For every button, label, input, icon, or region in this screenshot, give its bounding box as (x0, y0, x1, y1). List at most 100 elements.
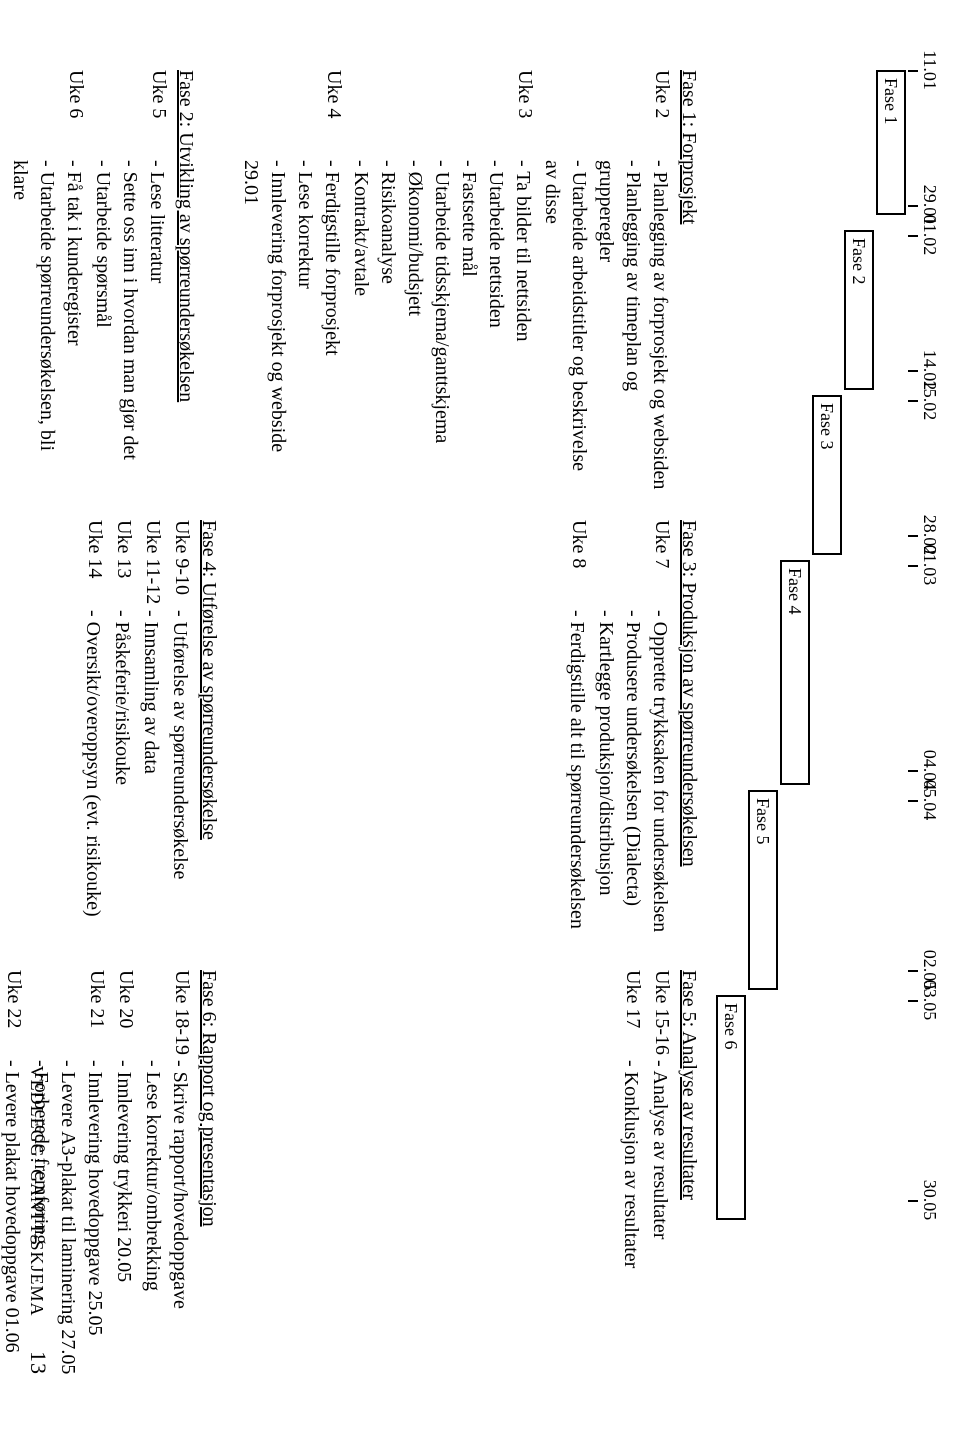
task-item: - Få tak i kunderegister (60, 160, 87, 490)
phase-bar: Fase 3 (812, 395, 842, 555)
date-tick (908, 565, 918, 567)
week-label: Uke 9-10 (166, 520, 193, 610)
task-item: - Utarbeide spørsmål (89, 160, 116, 490)
week-label: Uke 6 (6, 70, 87, 160)
phase-block: Fase 3: Produksjon av spørreundersøkelse… (563, 520, 700, 940)
date-tick (908, 70, 918, 72)
gantt-track: Fase 1Fase 2Fase 3Fase 4Fase 5Fase 6 (706, 70, 906, 1370)
date-label: 03.05 (919, 980, 940, 1021)
task-list: - Utførelse av spørreundersøkelse (166, 610, 193, 940)
task-list: - Innlevering trykkeri 20.05 (110, 1060, 137, 1390)
task-item: - Ferdigstille alt til spørreundersøkels… (563, 610, 590, 940)
date-label: 11.01 (919, 50, 940, 90)
date-tick (908, 970, 918, 972)
week-row: Uke 9-10- Utførelse av spørreundersøkels… (166, 520, 193, 940)
task-item: - Utarbeide nettsiden (482, 160, 509, 490)
phase-bar: Fase 5 (748, 790, 778, 990)
phase-details: Fase 1: ForprosjektUke 2- Planlegging av… (0, 70, 700, 1390)
task-item: - Innlevering hovedoppgave 25.05 (81, 1060, 108, 1390)
task-list: - Levere plakat hovedoppgave 01.06- Munt… (0, 1060, 25, 1390)
task-list: - Opprette trykksaken for undersøkelsen-… (592, 610, 673, 940)
task-item: - Påskeferie/risikouke (108, 610, 135, 940)
week-label: Uke 18-19 (139, 970, 193, 1060)
date-tick (908, 400, 918, 402)
task-item: - Innlevering forprosjekt og webside 29.… (237, 160, 291, 490)
task-list: - Konklusjon av resultater (617, 1060, 644, 1390)
week-label: Uke 8 (563, 520, 590, 610)
task-item: - Planlegging av forprosjekt og websiden (646, 160, 673, 490)
phase-block: Fase 2: Utvikling av spørreundersøkelsen… (6, 70, 197, 490)
task-item: - Konklusjon av resultater (617, 1060, 644, 1390)
week-row: Uke 17- Konklusjon av resultater (617, 970, 644, 1390)
task-item: - Levere A3-plakat til laminering 27.05 (54, 1060, 81, 1390)
week-label: Uke 14 (79, 520, 106, 610)
week-row: Uke 20- Innlevering trykkeri 20.05 (110, 970, 137, 1390)
task-list: - Lese litteratur- Sette oss inn i hvord… (89, 160, 170, 490)
task-item: - Risikoanalyse (374, 160, 401, 490)
phase-title: Fase 5: Analyse av resultater (677, 970, 700, 1390)
week-row: Uke 18-19- Skrive rapport/hovedoppgave- … (139, 970, 193, 1390)
week-row: Uke 7- Opprette trykksaken for undersøke… (592, 520, 673, 940)
task-item: - Opprette trykksaken for undersøkelsen (646, 610, 673, 940)
date-label: 01.03 (919, 545, 940, 586)
task-item: - Planlegging av timeplan og grupperegle… (592, 160, 646, 490)
week-label: Uke 11-12 (137, 520, 164, 610)
date-row: 11.0129.0101.0214.0215.0228.0201.0304.04… (910, 70, 940, 1370)
task-list: - Planlegging av forprosjekt og websiden… (538, 160, 673, 490)
week-row: Uke 15-16- Analyse av resultater (646, 970, 673, 1390)
task-item: - Ta bilder til nettsiden (509, 160, 536, 490)
date-label: 30.05 (919, 1180, 940, 1221)
week-label: Uke 13 (108, 520, 135, 610)
date-tick (908, 800, 918, 802)
task-list: - Ferdigstille forprosjekt- Lese korrekt… (237, 160, 345, 490)
phase-bar: Fase 6 (716, 995, 746, 1220)
task-item: - Produsere undersøkelsen (Dialecta) (619, 610, 646, 940)
date-tick (908, 770, 918, 772)
phase-block: Fase 1: ForprosjektUke 2- Planlegging av… (237, 70, 700, 490)
column-3: Fase 5: Analyse av resultaterUke 15-16- … (0, 970, 700, 1390)
week-label: Uke 21 (27, 970, 108, 1060)
date-tick (908, 235, 918, 237)
date-label: 01.02 (919, 215, 940, 256)
week-label: Uke 20 (110, 970, 137, 1060)
week-label: Uke 7 (592, 520, 673, 610)
task-item: - Utarbeide tidsskjema/ganttskjema (428, 160, 455, 490)
page-rotated: 11.0129.0101.0214.0215.0228.0201.0304.04… (0, 0, 960, 1445)
week-row: Uke 2- Planlegging av forprosjekt og web… (538, 70, 673, 490)
task-item: - Levere plakat hovedoppgave 01.06 (0, 1060, 25, 1390)
phase-block: Fase 4: Utførelse av spørreundersøkelseU… (77, 520, 220, 940)
column-1: Fase 1: ForprosjektUke 2- Planlegging av… (0, 70, 700, 490)
gantt-timeline: 11.0129.0101.0214.0215.0228.0201.0304.04… (706, 70, 940, 1370)
task-list: - Få tak i kunderegister- Utarbeide spør… (6, 160, 87, 490)
week-row: Uke 4- Ferdigstille forprosjekt- Lese ko… (237, 70, 345, 490)
week-row: Uke 22- Levere plakat hovedoppgave 01.06… (0, 970, 25, 1390)
phase-title: Fase 3: Produksjon av spørreundersøkelse… (677, 520, 700, 940)
task-item: - Innsamling av data (137, 610, 164, 940)
page-footer: VEDLEGG: GANTT-SKJEMA 13 (25, 1066, 51, 1375)
task-item: - Lese korrektur/ombrekking (139, 1060, 166, 1390)
task-list: - Påskeferie/risikouke (108, 610, 135, 940)
task-item: - Skrive rapport/hovedoppgave (166, 1060, 193, 1390)
task-list: - Innsamling av data (137, 610, 164, 940)
phase-bar: Fase 2 (844, 230, 874, 390)
week-row: Uke 11-12- Innsamling av data (137, 520, 164, 940)
phase-bar: Fase 1 (876, 70, 906, 215)
week-label: Uke 4 (237, 70, 345, 160)
task-item: - Utarbeide spørreundersøkelsen, bli kla… (6, 160, 60, 490)
date-tick (908, 1000, 918, 1002)
task-item: - Utførelse av spørreundersøkelse (166, 610, 193, 940)
task-item: - Fastsette mål (455, 160, 482, 490)
task-item: - Kontrakt/avtale (347, 160, 374, 490)
week-label: Uke 2 (538, 70, 673, 160)
task-list: - Oversikt/overoppsyn (evt. risikouke) (79, 610, 106, 940)
task-item: - Innlevering trykkeri 20.05 (110, 1060, 137, 1390)
phase-bar: Fase 4 (780, 560, 810, 785)
task-list: - Skrive rapport/hovedoppgave- Lese korr… (139, 1060, 193, 1390)
week-row: Uke 6- Få tak i kunderegister- Utarbeide… (6, 70, 87, 490)
week-row: Uke 8- Ferdigstille alt til spørreunders… (563, 520, 590, 940)
week-label: Uke 22 (0, 970, 25, 1060)
phase-block: Fase 5: Analyse av resultaterUke 15-16- … (617, 970, 700, 1390)
phase-title: Fase 2: Utvikling av spørreundersøkelsen (174, 70, 197, 490)
page-number: 13 (26, 1351, 51, 1375)
task-item: - Lese litteratur (143, 160, 170, 490)
